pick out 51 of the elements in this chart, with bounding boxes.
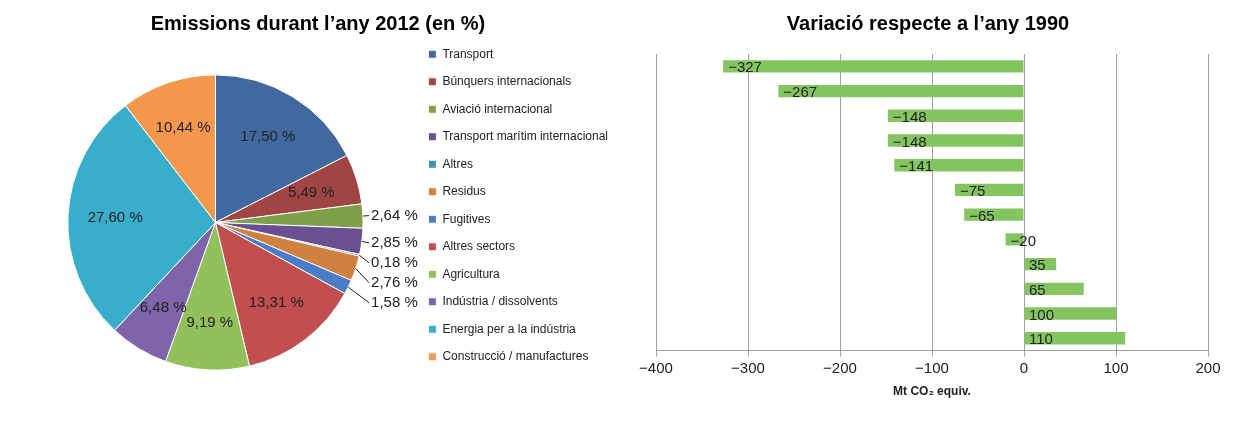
data-label: 2,85 %: [371, 232, 418, 250]
data-label: −75: [960, 182, 986, 200]
data-label: −65: [969, 206, 995, 224]
bar: [1024, 307, 1116, 320]
data-label: 6,48 %: [139, 298, 187, 316]
legend-label: Indústria / dissolvents: [442, 294, 558, 309]
legend-label: Fugitives: [442, 211, 491, 226]
x-tick-label: −100: [915, 358, 949, 376]
x-tick-label: −400: [639, 358, 673, 376]
x-tick-label: 0: [1019, 358, 1029, 376]
data-label: 110: [1029, 330, 1053, 348]
data-label: −148: [892, 132, 927, 150]
legend-label: Búnquers internacionals: [442, 74, 572, 89]
data-label: 27,60 %: [87, 207, 143, 225]
legend-label: Energia per a la indústria: [442, 321, 577, 336]
x-axis-title: Mt CO₂ equiv.: [893, 384, 971, 399]
data-label: 9,19 %: [186, 312, 234, 330]
x-tick-label: −300: [731, 358, 765, 376]
legend-label: Construcció / manufactures: [442, 349, 589, 364]
data-label: 5,49 %: [288, 183, 335, 201]
data-label: 2,64 %: [371, 205, 418, 223]
bar: [778, 84, 1024, 98]
data-label: −148: [892, 107, 927, 125]
legend-label: Residus: [442, 184, 486, 199]
data-label: 2,76 %: [371, 272, 418, 290]
x-tick-label: 200: [1195, 358, 1221, 376]
chart-title: Variació respecte a l’any 1990: [786, 11, 1070, 34]
data-label: 13,31 %: [248, 292, 304, 310]
legend-label: Agricultura: [442, 266, 501, 281]
data-label: −267: [783, 83, 818, 101]
x-tick-label: 100: [1103, 358, 1129, 376]
data-label: 17,50 %: [240, 127, 296, 145]
data-label: 0,18 %: [371, 252, 418, 270]
legend-label: Altres sectors: [442, 239, 516, 254]
data-label: 100: [1029, 305, 1055, 323]
x-tick-label: −200: [823, 358, 857, 376]
data-label: −327: [728, 58, 762, 76]
legend-label: Transport marítim internacional: [442, 129, 609, 144]
bar: [887, 134, 1024, 147]
data-label: 65: [1029, 280, 1046, 298]
data-label: −141: [899, 157, 934, 175]
legend-label: Transport: [442, 46, 494, 61]
bar: [894, 159, 1024, 172]
data-label: 35: [1029, 256, 1046, 274]
legend-label: Altres: [442, 156, 474, 171]
data-label: 10,44 %: [155, 117, 211, 135]
chart-title: Emissions durant l’any 2012 (en %): [150, 11, 486, 34]
legend-label: Aviació internacional: [442, 101, 553, 116]
bar: [723, 60, 1024, 73]
data-label: 1,58 %: [371, 292, 418, 310]
bar: [964, 208, 1024, 221]
